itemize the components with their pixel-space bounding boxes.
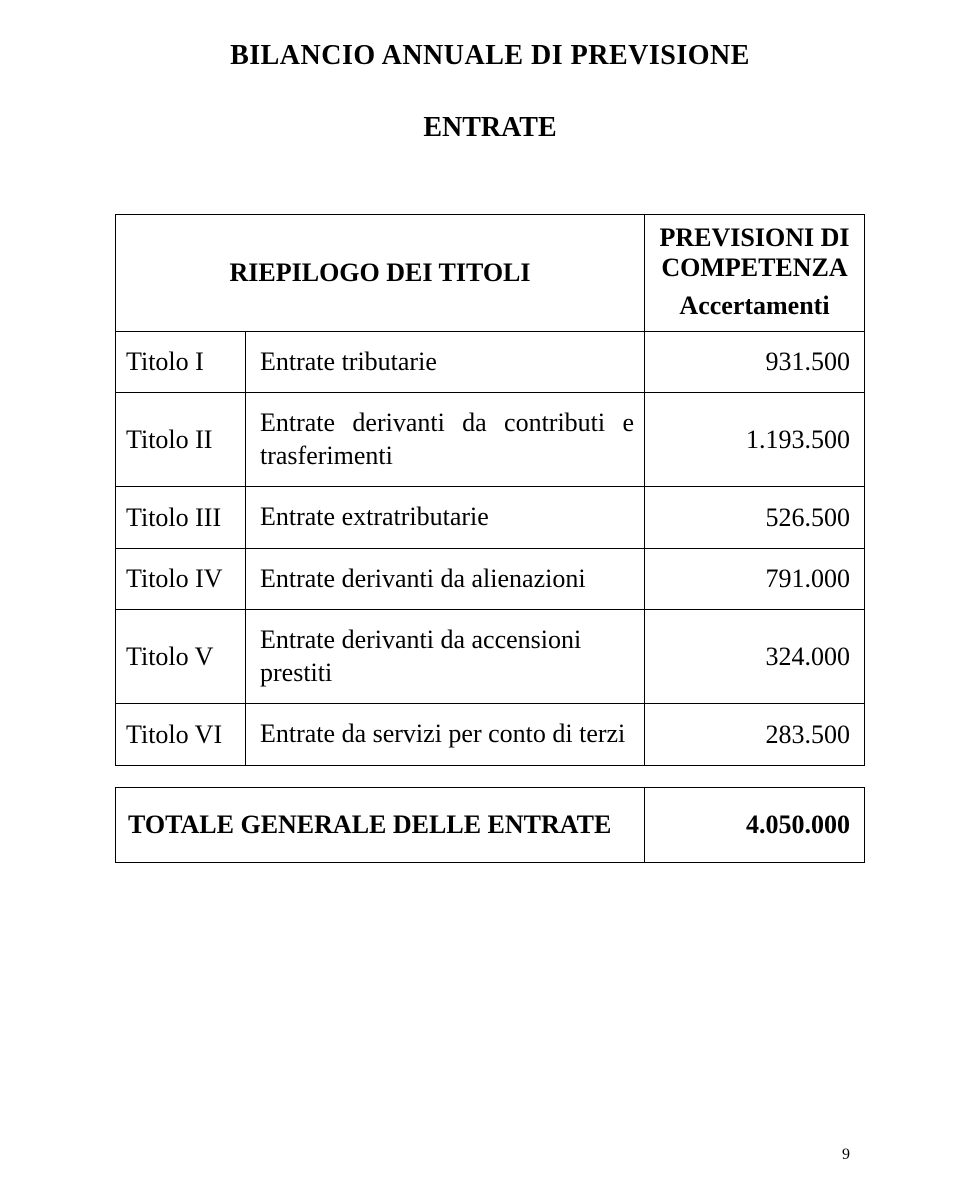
desc-cell: Entrate derivanti da alienazioni	[246, 548, 645, 610]
w: derivanti	[352, 407, 444, 440]
titolo-cell: Titolo III	[116, 487, 246, 549]
desc-line2: trasferimenti	[260, 440, 634, 473]
w: da	[462, 407, 487, 440]
value-cell: 283.500	[645, 704, 865, 766]
titolo-cell: Titolo V	[116, 610, 246, 704]
table-row: Titolo III Entrate extratributarie 526.5…	[116, 487, 865, 549]
titolo-cell: Titolo II	[116, 393, 246, 487]
titolo-cell: Titolo I	[116, 331, 246, 393]
table-row: Titolo II Entrate derivanti da contribut…	[116, 393, 865, 487]
desc-cell: Entrate derivanti da accensioni prestiti	[246, 610, 645, 704]
total-label: TOTALE GENERALE DELLE ENTRATE	[116, 787, 645, 862]
desc-cell: Entrate da servizi per conto di terzi	[246, 704, 645, 766]
table-row: Titolo VI Entrate da servizi per conto d…	[116, 704, 865, 766]
spacer-cell	[116, 765, 865, 787]
table-header-row-1: RIEPILOGO DEI TITOLI PREVISIONI DI COMPE…	[116, 215, 865, 287]
desc-line1: Entrate derivanti da contributi e	[260, 407, 634, 440]
header-previsioni-line1: PREVISIONI DI	[651, 223, 858, 253]
value-cell: 931.500	[645, 331, 865, 393]
w: e	[622, 407, 634, 440]
table-row: Titolo I Entrate tributarie 931.500	[116, 331, 865, 393]
value-cell: 324.000	[645, 610, 865, 704]
document-title: BILANCIO ANNUALE DI PREVISIONE	[115, 40, 865, 72]
desc-cell: Entrate extratributarie	[246, 487, 645, 549]
titolo-cell: Titolo IV	[116, 548, 246, 610]
w: contributi	[504, 407, 605, 440]
spacer-row	[116, 765, 865, 787]
total-row: TOTALE GENERALE DELLE ENTRATE 4.050.000	[116, 787, 865, 862]
w: Entrate	[260, 407, 335, 440]
table-row: Titolo IV Entrate derivanti da alienazio…	[116, 548, 865, 610]
page: BILANCIO ANNUALE DI PREVISIONE ENTRATE R…	[0, 0, 960, 1199]
value-cell: 526.500	[645, 487, 865, 549]
header-previsioni: PREVISIONI DI COMPETENZA	[645, 215, 865, 287]
value-cell: 1.193.500	[645, 393, 865, 487]
desc-cell: Entrate tributarie	[246, 331, 645, 393]
header-accertamenti: Accertamenti	[645, 287, 865, 332]
table-row: Titolo V Entrate derivanti da accensioni…	[116, 610, 865, 704]
document-subtitle: ENTRATE	[115, 112, 865, 144]
titolo-cell: Titolo VI	[116, 704, 246, 766]
total-value: 4.050.000	[645, 787, 865, 862]
header-previsioni-line2: COMPETENZA	[651, 253, 858, 283]
desc-cell: Entrate derivanti da contributi e trasfe…	[246, 393, 645, 487]
entrate-table: RIEPILOGO DEI TITOLI PREVISIONI DI COMPE…	[115, 214, 865, 863]
value-cell: 791.000	[645, 548, 865, 610]
page-number: 9	[842, 1146, 850, 1164]
header-riepilogo: RIEPILOGO DEI TITOLI	[116, 215, 645, 332]
